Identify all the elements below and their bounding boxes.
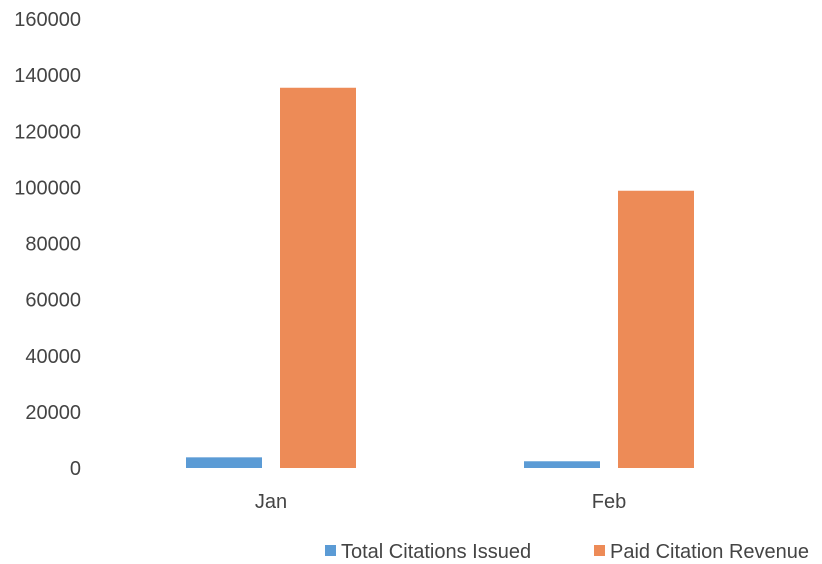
y-tick-label: 40000 <box>25 346 81 368</box>
bar <box>618 190 694 468</box>
y-tick-label: 100000 <box>14 177 81 199</box>
x-category-label: Feb <box>592 491 626 513</box>
legend-label: Paid Citation Revenue <box>610 541 809 563</box>
legend-label: Total Citations Issued <box>341 541 531 563</box>
y-tick-label: 60000 <box>25 290 81 312</box>
bars <box>186 87 694 469</box>
x-category-label: Jan <box>255 491 287 513</box>
y-tick-label: 20000 <box>25 402 81 424</box>
legend: Total Citations Issued Paid Citation Reve… <box>325 541 809 563</box>
bar <box>186 457 262 468</box>
y-tick-label: 140000 <box>14 65 81 87</box>
bar <box>280 87 356 469</box>
y-axis-ticks: 0 20000 40000 60000 80000 100000 120000 140000 1… <box>14 9 81 480</box>
y-tick-label: 80000 <box>25 234 81 256</box>
x-axis-categories: Jan Feb <box>255 491 626 513</box>
y-tick-label: 120000 <box>14 121 81 143</box>
y-tick-label: 0 <box>70 458 81 480</box>
legend-swatch <box>325 545 336 556</box>
legend-swatch <box>594 545 605 556</box>
bar <box>524 461 600 468</box>
y-tick-label: 160000 <box>14 9 81 31</box>
